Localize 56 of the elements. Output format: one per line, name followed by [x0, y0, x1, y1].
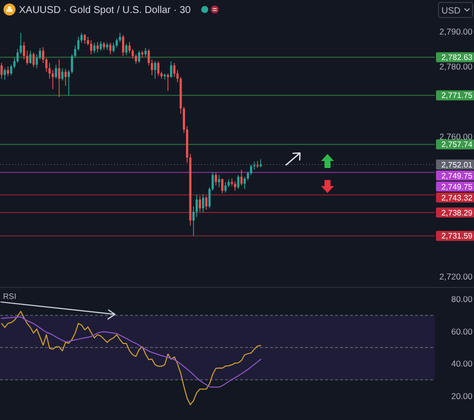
candlestick: [84, 34, 86, 44]
ref-line-label: 2,743.32: [441, 193, 474, 202]
candlestick: [154, 60, 156, 80]
line-series: [1, 310, 262, 406]
candlestick: [138, 50, 140, 64]
ref-line-label: 2,752.01: [441, 160, 474, 170]
candlestick: [93, 42, 96, 54]
candlestick: [4, 68, 6, 80]
candlestick: [237, 174, 240, 190]
candlestick: [58, 59, 60, 98]
candlestick: [61, 68, 64, 81]
candlestick: [224, 182, 227, 193]
candlestick: [96, 42, 99, 53]
y-tick-label: 2,790.00: [439, 26, 473, 36]
y-tick-label: 80.00: [451, 294, 473, 304]
candlestick: [109, 42, 112, 55]
candlestick: [32, 52, 35, 68]
candlestick: [157, 60, 160, 76]
candlestick: [198, 196, 201, 212]
candlestick: [125, 43, 128, 56]
candlestick: [6, 66, 10, 77]
ref-line-label: 2,771.75: [441, 91, 474, 100]
y-tick-label: 2,720.00: [439, 271, 473, 282]
candlestick: [202, 194, 204, 213]
candlestick: [221, 178, 224, 194]
candlestick: [234, 180, 236, 192]
candlestick: [22, 42, 26, 60]
y-tick-label: 20.00: [451, 390, 473, 401]
y-tick-label: 60.00: [451, 326, 473, 336]
candlestick: [90, 40, 92, 55]
ref-line-label: 2,731.59: [441, 232, 474, 241]
candlestick: [256, 160, 259, 168]
candlestick: [100, 40, 102, 52]
candlestick: [218, 174, 220, 188]
ref-line-label: 2,738.29: [441, 208, 474, 218]
candlestick: [205, 196, 208, 210]
candlestick: [240, 169, 243, 186]
line-series: [1, 316, 262, 388]
ref-line-label: 2,749.75: [441, 171, 474, 180]
y-tick-label: 2,780.00: [439, 61, 473, 72]
candlestick: [134, 54, 138, 64]
y-axis-title: USD: [442, 6, 461, 16]
candlestick: [128, 42, 131, 54]
y-tick-label: 2,760.00: [439, 131, 473, 142]
candlestick: [170, 60, 172, 78]
candlestick: [118, 32, 122, 42]
candlestick: [214, 172, 217, 186]
text: XAUUSD · Gold Spot / U.S. Dollar · 30: [19, 5, 192, 16]
candlestick: [112, 42, 115, 53]
candlestick: [0, 62, 3, 80]
y-tick-label: 40.00: [451, 358, 473, 369]
text: 2,749.75: [441, 182, 474, 192]
candlestick: [122, 34, 124, 56]
text: RSI: [3, 292, 16, 301]
ref-line-label: 2,782.63: [441, 53, 474, 62]
ref-line-label: 2,757.74: [441, 140, 474, 150]
